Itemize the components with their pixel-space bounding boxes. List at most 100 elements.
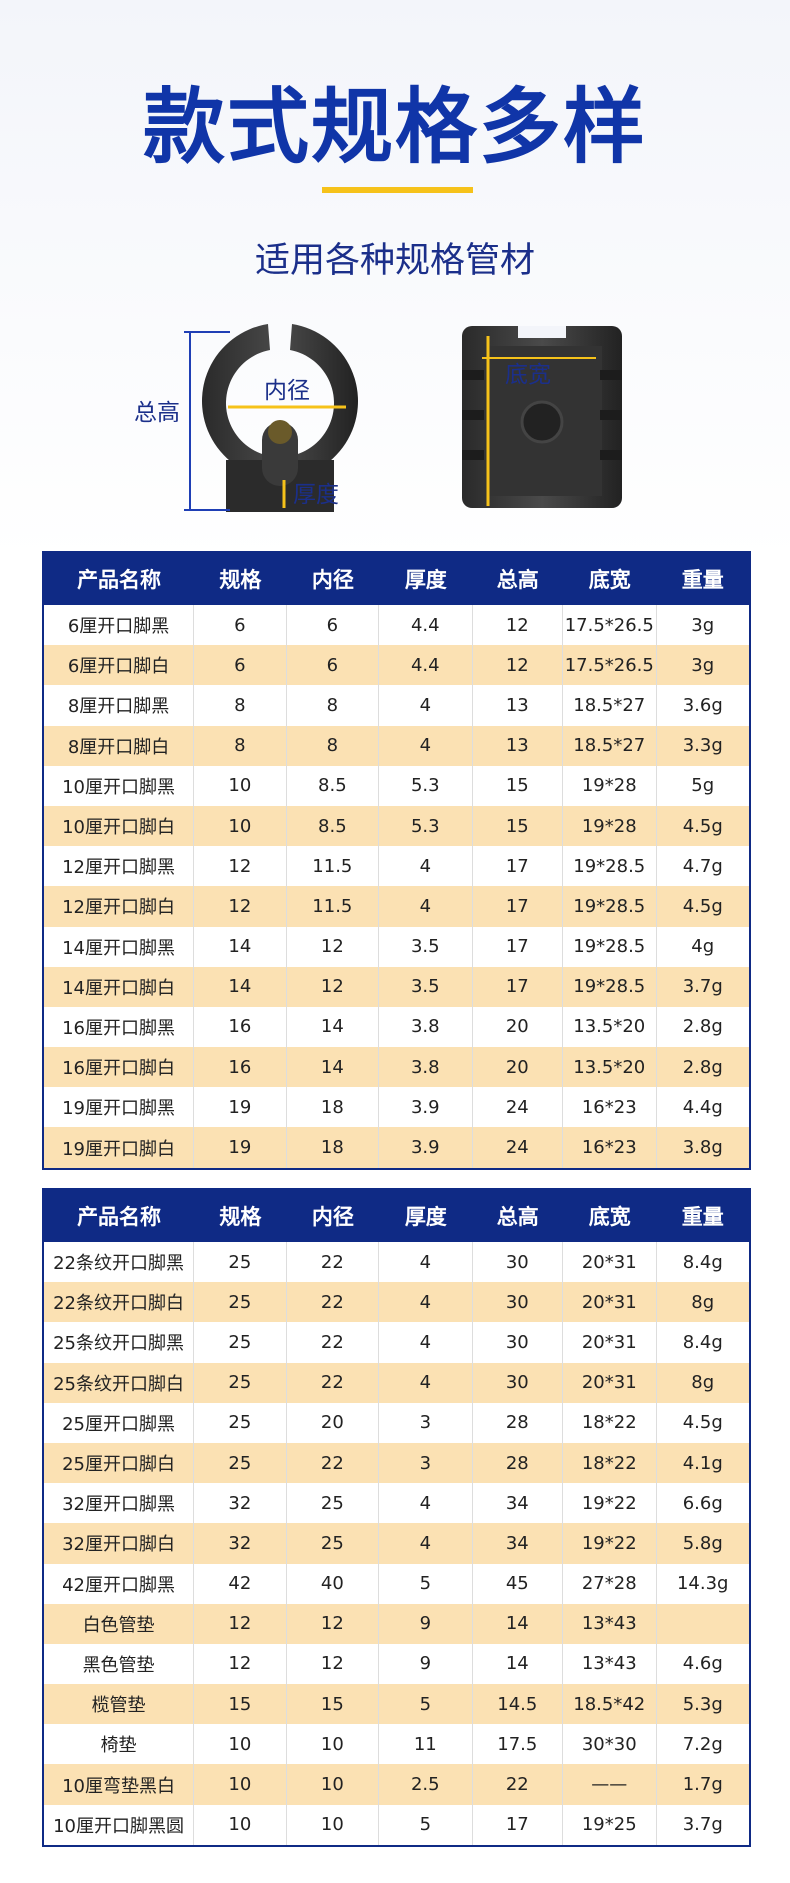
table-cell: 25: [194, 1242, 287, 1283]
table-cell: 8g: [691, 1291, 715, 1313]
table-cell: 30: [473, 1362, 564, 1403]
table-cell: 12: [194, 846, 287, 887]
table-cell: 18*22: [563, 1402, 657, 1443]
table-cell: 5.8g: [682, 1532, 723, 1554]
header-row: 产品名称 规格 内径 厚度 总高 底宽 重量: [44, 1190, 749, 1242]
table-cell: 4: [379, 1282, 473, 1323]
table-row: 8厘开口脚黑 8 8 4 13 18.5*27 3.6g: [44, 685, 749, 726]
column-header: 总高: [496, 1205, 539, 1229]
table-cell: 30*30: [563, 1724, 657, 1765]
table-row: 42厘开口脚黑 42 40 5 45 27*28 14.3g: [44, 1563, 749, 1604]
column-header: 产品名称: [77, 568, 162, 592]
subtitle: 适用各种规格管材: [254, 241, 535, 281]
table-row: 12厘开口脚黑 12 11.5 4 17 19*28.5 4.7g: [44, 846, 749, 887]
table-cell: 10: [194, 805, 287, 847]
table-cell: 8: [287, 685, 380, 726]
table-cell: 15: [287, 1684, 380, 1725]
table-cell: 6: [287, 645, 380, 686]
table-cell: 12厘开口脚白: [44, 886, 195, 927]
table-cell: 17: [473, 926, 564, 967]
table-row: 10厘开口脚黑圆 10 10 5 17 19*25 3.7g: [44, 1804, 749, 1845]
table-cell: 12厘开口脚黑: [44, 846, 195, 887]
table-cell: 11: [379, 1724, 473, 1765]
open-foot-front: [201, 324, 358, 512]
table-cell: 25条纹开口脚黑: [44, 1322, 195, 1363]
table-cell: 30: [473, 1242, 564, 1283]
table-cell: 30: [473, 1322, 564, 1363]
table-row: 25条纹开口脚黑 25 22 4 30 20*31 8.4g: [44, 1322, 749, 1363]
table-cell: 4.5g: [682, 895, 723, 917]
table-cell: 3.5: [379, 926, 473, 967]
table-cell: 19*28.5: [563, 966, 657, 1007]
table-cell: 2.8g: [682, 1056, 723, 1078]
table-row: 32厘开口脚白 32 25 4 34 19*22 5.8g: [44, 1523, 749, 1564]
table-cell: 25: [194, 1362, 287, 1403]
table-cell: 14: [194, 926, 287, 967]
table-cell: 17: [473, 1804, 564, 1845]
table-cell: 17: [473, 886, 564, 927]
table-cell: 25厘开口脚黑: [44, 1402, 195, 1443]
table-row: 25厘开口脚黑 25 20 3 28 18*22 4.5g: [44, 1402, 749, 1443]
table-cell: 16厘开口脚白: [44, 1047, 195, 1088]
table-row: 22条纹开口脚白 25 22 4 30 20*31 8g: [44, 1282, 749, 1323]
table-cell: 19*25: [563, 1804, 657, 1845]
table-cell: 12: [473, 645, 564, 686]
table-cell: 4.4g: [682, 1096, 723, 1118]
table-cell: 20: [287, 1402, 380, 1443]
table-cell: 22条纹开口脚黑: [44, 1242, 195, 1283]
table-cell: 6: [287, 605, 380, 646]
table-row: 32厘开口脚黑 32 25 4 34 19*22 6.6g: [44, 1483, 749, 1524]
table-cell: 8g: [691, 1372, 715, 1394]
table-row: 16厘开口脚白 16 14 3.8 20 13.5*20 2.8g: [44, 1047, 749, 1088]
table-cell: 32: [194, 1523, 287, 1564]
table-cell: 4.6g: [682, 1653, 723, 1675]
table-cell: 13.5*20: [563, 1047, 657, 1088]
table-cell: 10: [194, 1764, 287, 1805]
column-header: 内径: [311, 1205, 354, 1229]
table-cell: 27*28: [563, 1563, 657, 1604]
table-cell: ——: [563, 1764, 657, 1805]
table-cell: 20*31: [563, 1242, 657, 1283]
table-row: 6厘开口脚白 6 6 4.4 12 17.5*26.5 3g: [44, 645, 749, 686]
table-cell: 22: [287, 1442, 380, 1484]
table-cell: 3: [379, 1402, 473, 1443]
table-row: 19厘开口脚白 19 18 3.9 24 16*23 3.8g: [44, 1127, 749, 1168]
table-cell: 25: [194, 1282, 287, 1323]
table-cell: 17.5: [473, 1724, 564, 1765]
table-cell: 19*28: [563, 805, 657, 847]
table-cell: 8厘开口脚黑: [44, 685, 195, 726]
table-cell: 25厘开口脚白: [44, 1442, 195, 1484]
table-cell: 25: [194, 1442, 287, 1484]
table-cell: 22: [473, 1764, 564, 1805]
table-cell: 20: [473, 1006, 564, 1048]
table-cell: 10: [287, 1804, 380, 1845]
table-cell: 17.5*26.5: [563, 605, 657, 646]
table-cell: 14厘开口脚白: [44, 966, 195, 1007]
table-cell: 14厘开口脚黑: [44, 926, 195, 967]
table-cell: 25: [287, 1483, 380, 1524]
table-cell: 9: [379, 1643, 473, 1685]
table-cell: 18: [287, 1127, 380, 1168]
table-cell: 32: [194, 1483, 287, 1524]
title: 款式规格多样: [142, 80, 647, 175]
table-cell: 10厘开口脚白: [44, 805, 195, 847]
table-cell: 14: [287, 1006, 380, 1048]
table-cell: 11.5: [287, 886, 380, 927]
table-cell: 10厘弯垫黑白: [44, 1764, 195, 1805]
table-row: 19厘开口脚黑 19 18 3.9 24 16*23 4.4g: [44, 1087, 749, 1128]
table-cell: 17.5*26.5: [563, 645, 657, 686]
table-cell: 10: [194, 765, 287, 806]
table-cell: 4: [379, 685, 473, 726]
label-thickness: 厚度: [293, 482, 339, 508]
column-header: 底宽: [588, 568, 631, 592]
table-row: 25厘开口脚白 25 22 3 28 18*22 4.1g: [44, 1442, 749, 1484]
table-cell: 14.3g: [676, 1573, 729, 1595]
table-cell: 10厘开口脚黑圆: [44, 1804, 195, 1845]
table-cell: 20*31: [563, 1362, 657, 1403]
table-cell: 22条纹开口脚白: [44, 1282, 195, 1323]
table-row: 8厘开口脚白 8 8 4 13 18.5*27 3.3g: [44, 725, 749, 766]
table-cell: 15: [194, 1684, 287, 1725]
table-cell: 8.4g: [682, 1331, 723, 1353]
table-cell: 5.3g: [682, 1693, 723, 1715]
table-cell: 19*28: [563, 765, 657, 806]
